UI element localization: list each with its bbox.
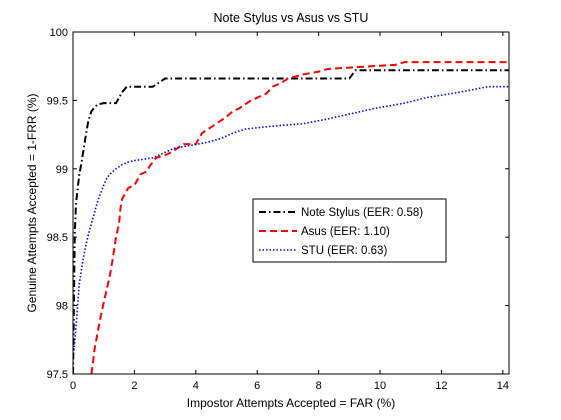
series-line-3	[73, 85, 509, 358]
series-line-2	[90, 61, 509, 374]
legend: Note Stylus (EER: 0.58) Asus (EER: 1.10) S…	[252, 198, 447, 263]
y-tick-label: 97.5	[47, 369, 68, 381]
x-tick-label: 12	[435, 380, 447, 392]
y-axis-label: Genuine Attempts Accepted = 1-FRR (%)	[25, 93, 39, 312]
legend-label-2: Asus (EER: 1.10)	[301, 226, 390, 238]
y-tick-label: 98.5	[47, 232, 68, 244]
x-axis-label: Impostor Attempts Accepted = FAR (%)	[187, 396, 395, 410]
x-tick-label: 14	[497, 380, 509, 392]
legend-label-3: STU (EER: 0.63)	[301, 245, 387, 257]
y-tick-label: 99.5	[47, 95, 68, 107]
y-tick-label: 99	[56, 164, 68, 176]
x-tick-label: 8	[316, 380, 322, 392]
x-tick-label: 6	[254, 380, 260, 392]
x-tick-label: 4	[193, 380, 199, 392]
legend-label-1: Note Stylus (EER: 0.58)	[301, 207, 423, 219]
x-tick-label: 2	[131, 380, 137, 392]
chart-title: Note Stylus vs Asus vs STU	[214, 11, 369, 25]
series-layer	[73, 61, 509, 374]
x-tick-label: 0	[70, 380, 76, 392]
ticks-layer: 0 2 4 6 8 10 12 14 97.5 98 98.5 99 99.5 100	[47, 27, 509, 392]
x-tick-label: 10	[374, 380, 386, 392]
y-tick-label: 100	[50, 27, 68, 39]
y-tick-label: 98	[56, 301, 68, 313]
axes-frame	[72, 31, 510, 375]
